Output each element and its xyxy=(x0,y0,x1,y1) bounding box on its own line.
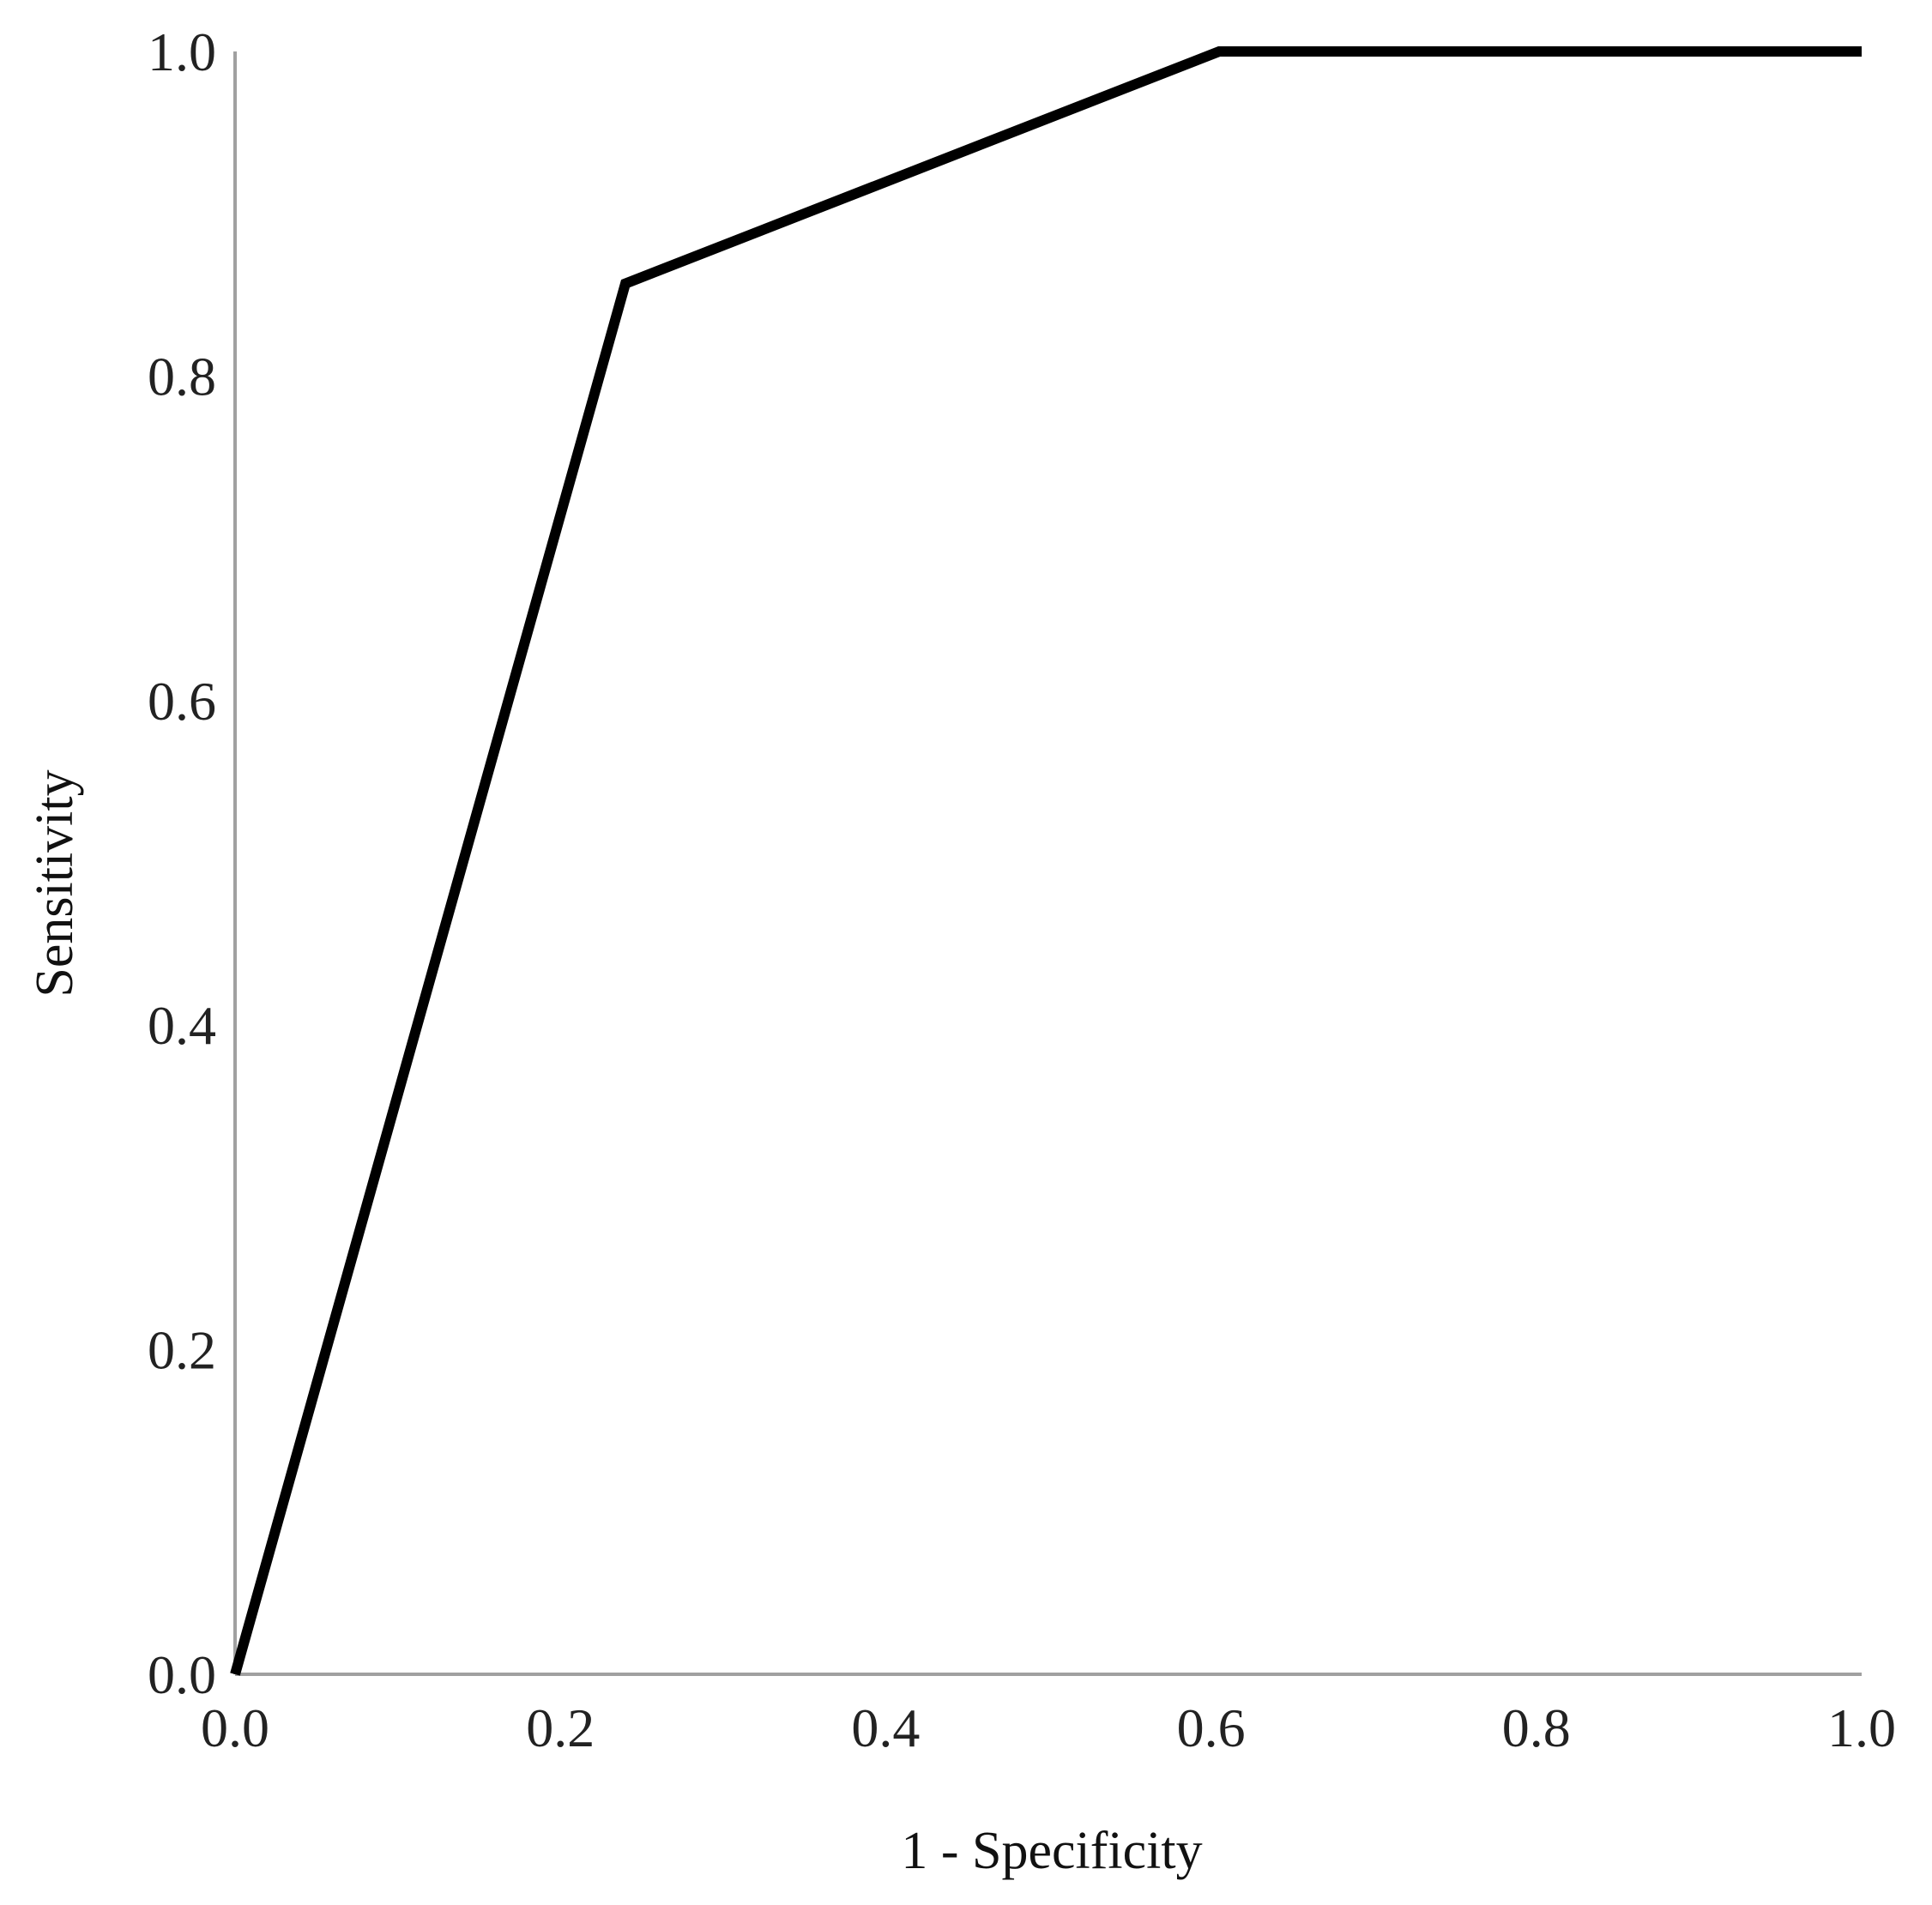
x-tick-label: 0.2 xyxy=(526,1697,595,1758)
y-tick-label: 0.2 xyxy=(148,1320,216,1381)
y-tick-label: 0.8 xyxy=(148,346,216,407)
roc-curve-line xyxy=(230,46,1862,1676)
y-tick-label: 1.0 xyxy=(148,21,216,82)
y-axis-title: Sensitivity xyxy=(26,769,84,997)
x-tick-label: 0.4 xyxy=(851,1697,920,1758)
y-tick-label: 0.6 xyxy=(148,671,216,732)
x-tick-label: 0.8 xyxy=(1502,1697,1571,1758)
x-tick-labels: 0.0 0.2 0.4 0.6 0.8 1.0 xyxy=(201,1697,1896,1758)
x-tick-label: 0.6 xyxy=(1177,1697,1246,1758)
x-tick-label: 0.0 xyxy=(201,1697,269,1758)
y-tick-label: 0.4 xyxy=(148,995,216,1056)
x-axis-title: 1 - Specificity xyxy=(901,1822,1202,1880)
y-tick-labels: 0.0 0.2 0.4 0.6 0.8 1.0 xyxy=(148,21,216,1705)
y-tick-label: 0.0 xyxy=(148,1644,216,1705)
x-tick-label: 1.0 xyxy=(1827,1697,1896,1758)
plot-area xyxy=(230,46,1862,1676)
